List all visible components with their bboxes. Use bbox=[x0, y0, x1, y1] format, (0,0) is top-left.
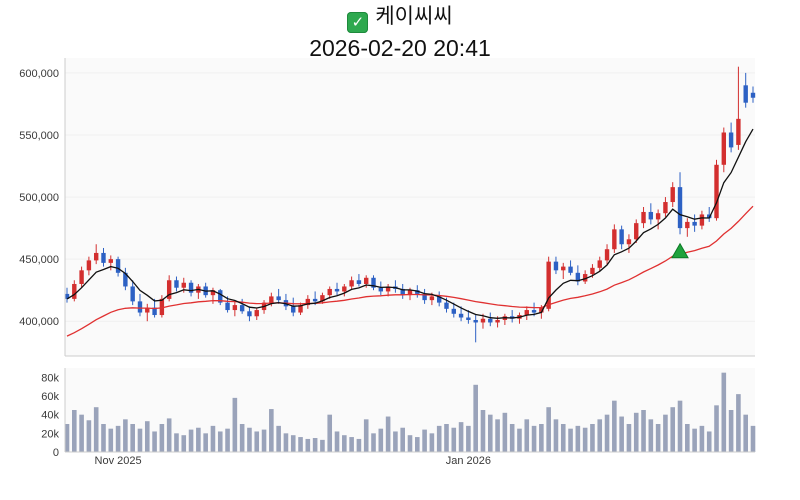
chart-title-row: ✓ 케이씨씨 bbox=[0, 4, 800, 33]
volume-tick-label: 0 bbox=[53, 447, 59, 459]
volume-tick-label: 80k bbox=[41, 372, 59, 384]
price-tick-label: 500,000 bbox=[19, 192, 59, 204]
chart-datetime: 2026-02-20 20:41 bbox=[309, 35, 491, 61]
checkbox-icon: ✓ bbox=[347, 12, 369, 33]
stock-name: 케이씨씨 bbox=[375, 5, 453, 28]
volume-tick-label: 20k bbox=[41, 428, 59, 440]
candlestick-chart: 600,000 550,000 500,000 450,000 400,000 0 20k 4… bbox=[19, 58, 756, 467]
price-tick-label: 600,000 bbox=[19, 68, 59, 80]
price-tick-label: 450,000 bbox=[19, 254, 59, 266]
price-tick-label: 400,000 bbox=[19, 316, 59, 328]
volume-tick-label: 60k bbox=[41, 391, 59, 403]
volume-tick-label: 40k bbox=[41, 410, 59, 422]
x-tick-label: Jan 2026 bbox=[446, 455, 491, 467]
price-tick-label: 550,000 bbox=[19, 130, 59, 142]
chart-header: ✓ 케이씨씨 2026-02-20 20:41 bbox=[0, 4, 800, 62]
x-tick-label: Nov 2025 bbox=[95, 455, 142, 467]
